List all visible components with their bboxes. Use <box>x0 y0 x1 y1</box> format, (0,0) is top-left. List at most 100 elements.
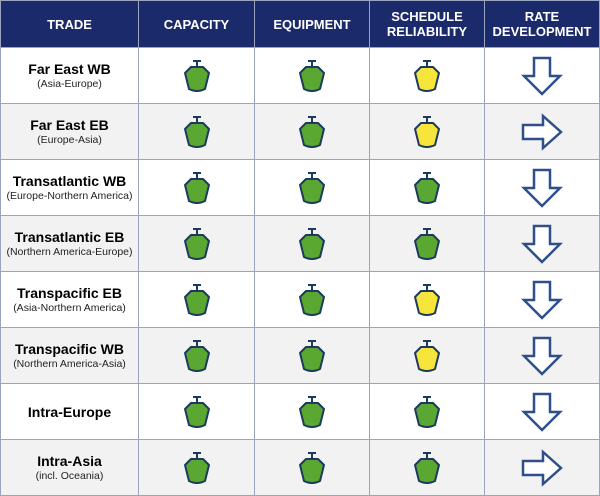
trade-name: Intra-Asia <box>37 453 102 469</box>
arrow-down-icon <box>521 168 563 208</box>
equipment-cell <box>254 103 370 160</box>
schedule-cell <box>369 439 485 496</box>
ship-green-icon <box>299 339 325 372</box>
trade-cell: Intra-Europe <box>0 383 139 440</box>
capacity-cell <box>138 215 255 272</box>
trade-region: (Asia-Northern America) <box>13 302 126 314</box>
equipment-cell <box>254 159 370 216</box>
schedule-cell <box>369 103 485 160</box>
equipment-cell <box>254 383 370 440</box>
ship-green-icon <box>183 395 210 428</box>
equipment-cell <box>254 439 370 496</box>
arrow-down-icon <box>521 56 563 96</box>
trade-region: (Asia-Europe) <box>37 78 102 90</box>
table-row: Far East EB (Europe-Asia) <box>0 103 600 160</box>
ship-green-icon <box>299 227 325 260</box>
equipment-cell <box>254 327 370 384</box>
schedule-cell <box>369 215 485 272</box>
ship-green-icon <box>414 227 440 260</box>
header-rate-development: RATE DEVELOPMENT <box>484 0 600 48</box>
ship-green-icon <box>299 451 325 484</box>
trade-name: Transpacific WB <box>15 341 124 357</box>
header-row: TRADE CAPACITY EQUIPMENT SCHEDULE RELIAB… <box>0 0 600 48</box>
ship-green-icon <box>299 395 325 428</box>
trade-name: Far East WB <box>28 61 111 77</box>
capacity-cell <box>138 103 255 160</box>
schedule-cell <box>369 327 485 384</box>
rate-cell <box>484 439 600 496</box>
rate-cell <box>484 271 600 328</box>
trade-name: Far East EB <box>30 117 109 133</box>
table-row: Intra-Europe <box>0 383 600 440</box>
ship-green-icon <box>183 59 210 92</box>
trade-cell: Transpacific WB (Northern America-Asia) <box>0 327 139 384</box>
ship-green-icon <box>183 283 210 316</box>
ship-yellow-icon <box>414 59 440 92</box>
trade-name: Transpacific EB <box>16 285 123 301</box>
trade-cell: Transatlantic WB (Europe-Northern America… <box>0 159 139 216</box>
trade-name: Transatlantic WB <box>12 173 127 189</box>
ship-yellow-icon <box>414 339 440 372</box>
table-row: Far East WB (Asia-Europe) <box>0 47 600 104</box>
table-row: Transpacific EB (Asia-Northern America) <box>0 271 600 328</box>
rate-cell <box>484 103 600 160</box>
schedule-cell <box>369 383 485 440</box>
header-capacity: CAPACITY <box>138 0 255 48</box>
table-row: Transatlantic WB (Europe-Northern America… <box>0 159 600 216</box>
trade-cell: Far East WB (Asia-Europe) <box>0 47 139 104</box>
equipment-cell <box>254 271 370 328</box>
arrow-down-icon <box>521 224 563 264</box>
trade-cell: Transpacific EB (Asia-Northern America) <box>0 271 139 328</box>
rate-cell <box>484 215 600 272</box>
capacity-cell <box>138 159 255 216</box>
schedule-cell <box>369 47 485 104</box>
trade-name: Transatlantic EB <box>14 229 125 245</box>
ship-green-icon <box>299 283 325 316</box>
schedule-cell <box>369 271 485 328</box>
arrow-right-icon <box>521 448 563 487</box>
arrow-down-icon <box>521 392 563 432</box>
rate-cell <box>484 327 600 384</box>
schedule-cell <box>369 159 485 216</box>
capacity-cell <box>138 327 255 384</box>
trade-region: (incl. Oceania) <box>35 470 104 482</box>
capacity-cell <box>138 271 255 328</box>
capacity-cell <box>138 383 255 440</box>
header-equipment: EQUIPMENT <box>254 0 370 48</box>
ship-green-icon <box>414 395 440 428</box>
ship-green-icon <box>299 59 325 92</box>
trade-region: (Europe-Asia) <box>37 134 102 146</box>
ship-green-icon <box>183 339 210 372</box>
capacity-cell <box>138 47 255 104</box>
trade-region: (Northern America-Europe) <box>6 246 133 258</box>
rate-cell <box>484 47 600 104</box>
trade-region: (Europe-Northern America) <box>6 190 133 202</box>
header-trade: TRADE <box>0 0 139 48</box>
trade-cell: Intra-Asia (incl. Oceania) <box>0 439 139 496</box>
capacity-cell <box>138 439 255 496</box>
equipment-cell <box>254 215 370 272</box>
table-row: Transpacific WB (Northern America-Asia) <box>0 327 600 384</box>
rate-cell <box>484 383 600 440</box>
arrow-down-icon <box>521 336 563 376</box>
ship-yellow-icon <box>414 283 440 316</box>
ship-green-icon <box>299 115 325 148</box>
ship-green-icon <box>183 115 210 148</box>
trade-cell: Far East EB (Europe-Asia) <box>0 103 139 160</box>
ship-green-icon <box>299 171 325 204</box>
header-schedule-reliability: SCHEDULE RELIABILITY <box>369 0 485 48</box>
arrow-right-icon <box>521 112 563 151</box>
trade-name: Intra-Europe <box>27 403 112 420</box>
arrow-down-icon <box>521 280 563 320</box>
ship-green-icon <box>414 451 440 484</box>
ship-green-icon <box>414 171 440 204</box>
trade-region: (Northern America-Asia) <box>13 358 126 370</box>
table-row: Transatlantic EB (Northern America-Europe… <box>0 215 600 272</box>
ship-yellow-icon <box>414 115 440 148</box>
rate-cell <box>484 159 600 216</box>
ship-green-icon <box>183 451 210 484</box>
trade-cell: Transatlantic EB (Northern America-Europe… <box>0 215 139 272</box>
table-row: Intra-Asia (incl. Oceania) <box>0 439 600 496</box>
ship-green-icon <box>183 171 210 204</box>
